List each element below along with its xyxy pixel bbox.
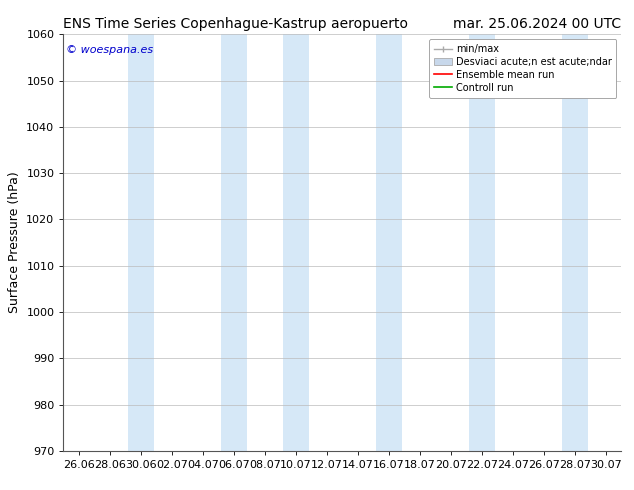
Bar [562,34,588,451]
Legend: min/max, Desviaci acute;n est acute;ndar, Ensemble mean run, Controll run: min/max, Desviaci acute;n est acute;ndar… [429,39,616,98]
Y-axis label: Surface Pressure (hPa): Surface Pressure (hPa) [8,172,21,314]
Text: mar. 25.06.2024 00 UTC: mar. 25.06.2024 00 UTC [453,17,621,31]
Text: © woespana.es: © woespana.es [66,45,153,55]
Bar [469,34,495,451]
Bar [221,34,247,451]
Bar [127,34,154,451]
Bar [376,34,402,451]
Text: ENS Time Series Copenhague-Kastrup aeropuerto: ENS Time Series Copenhague-Kastrup aerop… [63,17,408,31]
Bar [283,34,309,451]
